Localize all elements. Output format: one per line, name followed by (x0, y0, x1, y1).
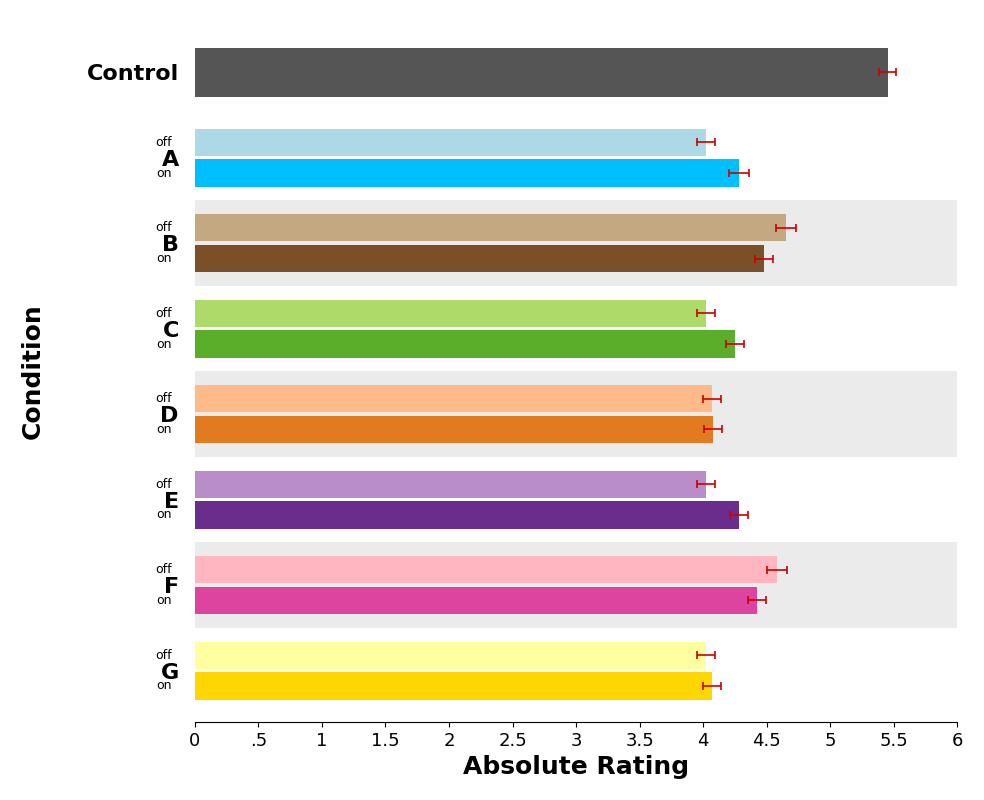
Text: off: off (155, 392, 172, 406)
Text: on: on (156, 509, 172, 522)
Text: off: off (155, 136, 172, 149)
Y-axis label: Condition: Condition (21, 303, 45, 439)
Bar (195, 30, 957, 115)
Bar (195, 502, 739, 529)
Bar (195, 330, 735, 358)
Bar (195, 214, 786, 242)
Bar (195, 159, 739, 186)
Bar (195, 556, 777, 583)
Bar (195, 672, 712, 700)
Text: off: off (155, 306, 172, 320)
Bar (195, 642, 706, 669)
Bar (195, 587, 757, 614)
Bar (195, 115, 957, 200)
Bar (195, 628, 957, 714)
Bar (195, 470, 706, 498)
Bar (195, 542, 957, 628)
Bar (195, 47, 888, 97)
Bar (195, 416, 713, 443)
Bar (195, 200, 957, 286)
Text: on: on (156, 166, 172, 179)
X-axis label: Absolute Rating: Absolute Rating (463, 755, 689, 779)
Text: off: off (155, 563, 172, 576)
Text: off: off (155, 478, 172, 490)
Bar (195, 457, 957, 542)
Text: on: on (156, 338, 172, 350)
Bar (195, 286, 957, 371)
Bar (195, 371, 957, 457)
Text: off: off (155, 649, 172, 662)
Text: on: on (156, 679, 172, 693)
Text: off: off (155, 222, 172, 234)
Bar (195, 385, 712, 412)
Bar (195, 299, 706, 327)
Bar (195, 129, 706, 156)
Bar (195, 245, 765, 272)
Text: on: on (156, 423, 172, 436)
Text: on: on (156, 252, 172, 265)
Text: on: on (156, 594, 172, 607)
